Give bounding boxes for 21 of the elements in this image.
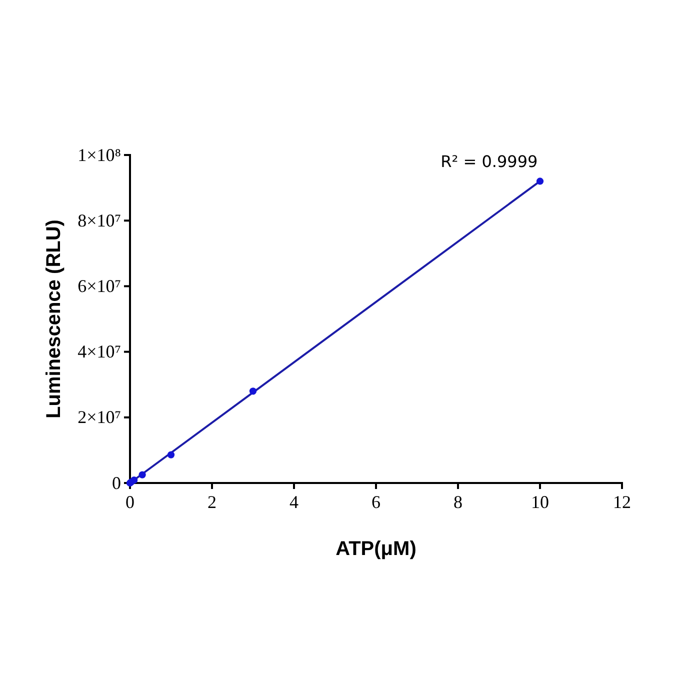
point bbox=[167, 451, 175, 458]
point bbox=[249, 388, 257, 395]
annotation: R² = 0.9999 bbox=[440, 152, 538, 171]
x-axis-title: ATP(μM) bbox=[336, 538, 416, 560]
y-tick-label: 8×10⁷ bbox=[78, 210, 121, 230]
x-tick-label: 4 bbox=[290, 492, 298, 512]
point bbox=[536, 178, 544, 185]
point bbox=[130, 476, 138, 484]
y-tick-label: 1×10⁸ bbox=[78, 144, 121, 165]
y-axis-title: Luminescence (RLU) bbox=[43, 220, 65, 418]
x-tick-label: 2 bbox=[208, 492, 216, 512]
x-tick-label: 8 bbox=[454, 492, 462, 512]
x-tick-label: 12 bbox=[613, 492, 631, 512]
x-tick-label: 6 bbox=[372, 492, 380, 512]
point bbox=[138, 471, 146, 478]
y-tick-label: 6×10⁷ bbox=[78, 276, 121, 296]
y-tick-label: 2×10⁷ bbox=[78, 407, 121, 428]
y-tick-label: 4×10⁷ bbox=[78, 342, 121, 362]
x-tick-label: 10 bbox=[531, 492, 549, 512]
x-tick-label: 0 bbox=[126, 492, 134, 512]
y-tick-label: 0 bbox=[112, 472, 121, 493]
